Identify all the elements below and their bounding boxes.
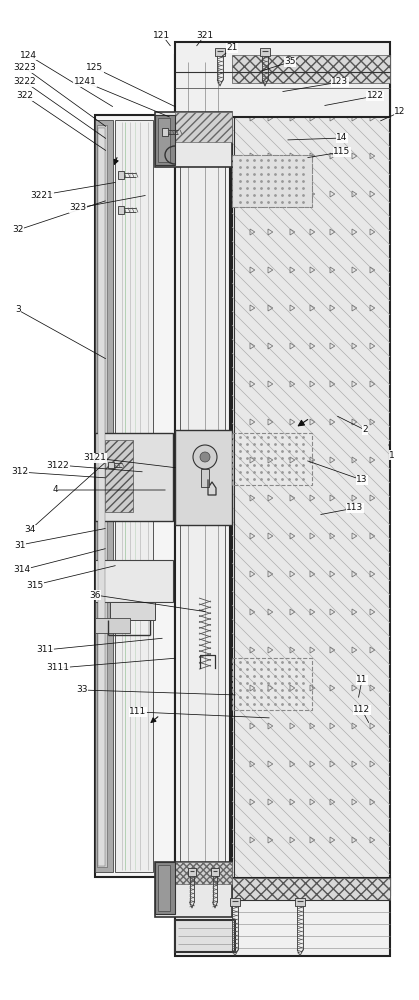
Bar bbox=[108, 462, 114, 468]
Text: 3221: 3221 bbox=[31, 190, 53, 200]
Text: 323: 323 bbox=[70, 204, 87, 213]
Circle shape bbox=[193, 445, 217, 469]
Text: 3222: 3222 bbox=[14, 78, 36, 87]
Text: 14: 14 bbox=[336, 133, 348, 142]
Bar bbox=[230, 898, 240, 906]
Bar bbox=[215, 48, 225, 56]
Bar bbox=[175, 42, 390, 117]
Bar bbox=[232, 155, 312, 207]
Text: 123: 123 bbox=[331, 78, 349, 87]
Bar bbox=[211, 868, 220, 876]
Text: 3223: 3223 bbox=[14, 64, 36, 73]
Text: 121: 121 bbox=[153, 30, 171, 39]
Bar bbox=[115, 120, 153, 872]
Text: 125: 125 bbox=[86, 64, 103, 73]
Bar bbox=[260, 48, 270, 56]
Bar bbox=[175, 430, 232, 525]
Text: 12: 12 bbox=[394, 107, 406, 116]
Bar bbox=[155, 112, 232, 167]
Text: 122: 122 bbox=[367, 92, 383, 101]
Bar bbox=[295, 898, 305, 906]
Circle shape bbox=[200, 452, 210, 462]
Bar bbox=[188, 868, 197, 876]
Text: 31: 31 bbox=[14, 540, 26, 550]
Bar bbox=[155, 115, 175, 165]
Bar bbox=[158, 865, 170, 911]
Bar bbox=[175, 878, 390, 956]
Text: 3122: 3122 bbox=[47, 460, 70, 470]
Bar bbox=[175, 920, 235, 952]
Bar bbox=[232, 878, 390, 900]
Bar bbox=[180, 62, 225, 888]
Text: 33: 33 bbox=[76, 686, 88, 694]
Text: 32: 32 bbox=[12, 226, 24, 234]
Bar bbox=[118, 206, 124, 214]
Bar bbox=[201, 469, 209, 487]
Bar bbox=[95, 433, 173, 521]
Text: 13: 13 bbox=[356, 476, 368, 485]
Bar bbox=[155, 862, 232, 917]
Text: 3111: 3111 bbox=[47, 664, 70, 672]
Text: 315: 315 bbox=[26, 580, 44, 589]
Text: 124: 124 bbox=[20, 50, 36, 60]
Text: 312: 312 bbox=[11, 468, 28, 477]
Text: 314: 314 bbox=[13, 566, 31, 574]
Text: 34: 34 bbox=[24, 526, 36, 534]
Text: 21: 21 bbox=[226, 43, 238, 52]
Text: 4: 4 bbox=[52, 486, 58, 494]
Text: 3: 3 bbox=[15, 306, 21, 314]
Bar bbox=[175, 55, 230, 895]
Text: 11: 11 bbox=[356, 676, 368, 684]
Text: 311: 311 bbox=[36, 646, 54, 654]
Bar bbox=[98, 128, 105, 866]
Bar bbox=[232, 658, 312, 710]
Bar bbox=[155, 862, 175, 914]
Text: 111: 111 bbox=[129, 708, 147, 716]
Bar bbox=[105, 440, 133, 512]
Bar bbox=[232, 433, 312, 485]
Text: 322: 322 bbox=[16, 92, 34, 101]
Bar bbox=[158, 118, 170, 162]
Bar bbox=[97, 125, 107, 867]
Bar bbox=[95, 120, 113, 872]
Text: 35: 35 bbox=[284, 57, 296, 66]
Text: 3121: 3121 bbox=[83, 454, 106, 462]
Bar bbox=[175, 862, 232, 884]
Bar bbox=[95, 560, 173, 602]
Bar bbox=[110, 602, 155, 620]
Bar bbox=[95, 618, 130, 633]
Text: 2: 2 bbox=[362, 426, 368, 434]
Bar bbox=[232, 55, 390, 83]
Text: 321: 321 bbox=[197, 30, 214, 39]
Bar bbox=[95, 115, 175, 877]
Text: 1: 1 bbox=[389, 450, 395, 460]
Bar bbox=[118, 171, 124, 179]
Text: 112: 112 bbox=[354, 706, 370, 714]
Bar bbox=[175, 112, 232, 142]
Text: 1241: 1241 bbox=[74, 78, 96, 87]
Text: 113: 113 bbox=[347, 504, 364, 512]
Bar bbox=[232, 55, 390, 895]
Text: 36: 36 bbox=[89, 590, 101, 599]
Bar bbox=[232, 155, 312, 207]
Text: 115: 115 bbox=[334, 147, 351, 156]
Bar bbox=[162, 128, 168, 136]
